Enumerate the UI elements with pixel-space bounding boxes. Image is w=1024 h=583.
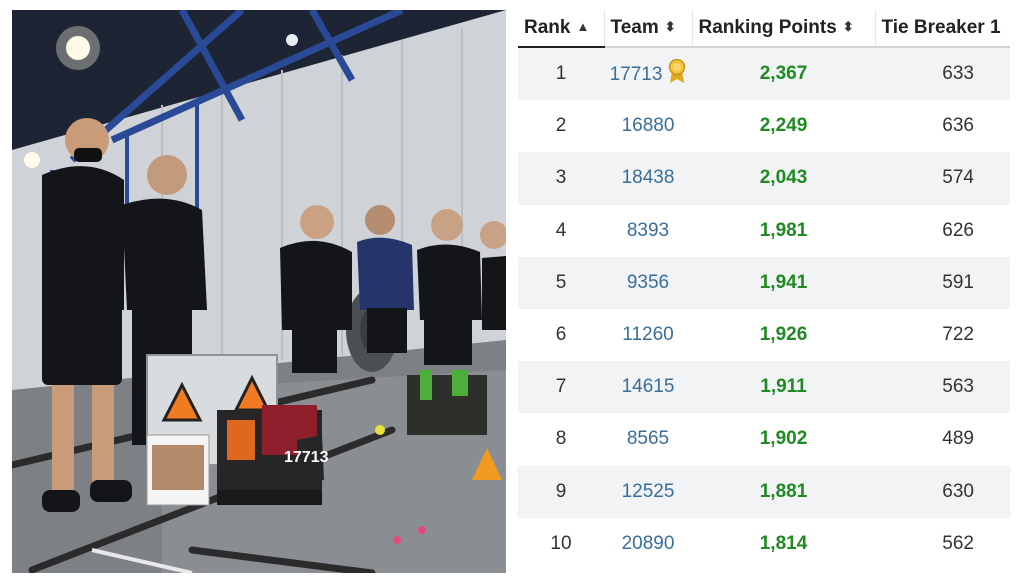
tie-breaker-cell: 591 xyxy=(875,256,1010,309)
tie-breaker-cell: 626 xyxy=(875,204,1010,257)
sort-toggle-icon: ⬍ xyxy=(842,19,854,34)
table-body: 1 17713 2,367 633 2 16880 2,249 636 3 18… xyxy=(518,47,1010,570)
team-link[interactable]: 18438 xyxy=(621,167,675,189)
sort-ascending-icon: ▲ xyxy=(576,19,590,34)
team-cell: 9356 xyxy=(604,256,692,309)
tie-breaker-cell: 489 xyxy=(875,413,1010,466)
rank-cell: 2 xyxy=(518,100,604,153)
team-cell: 17713 xyxy=(604,47,692,101)
team-cell: 20890 xyxy=(604,517,692,570)
team-link[interactable]: 17713 xyxy=(609,64,663,86)
table-row: 1 17713 2,367 633 xyxy=(518,47,1010,101)
ranking-points-cell: 2,367 xyxy=(692,47,875,101)
team-link[interactable]: 9356 xyxy=(626,271,670,293)
team-cell: 12525 xyxy=(604,465,692,518)
column-header-label: Team xyxy=(610,17,659,38)
column-header-label: Tie Breaker 1 xyxy=(881,17,1001,38)
team-link[interactable]: 20890 xyxy=(621,532,675,554)
rank-cell: 1 xyxy=(518,47,604,101)
team-link[interactable]: 8565 xyxy=(626,428,670,450)
table-row: 9 12525 1,881 630 xyxy=(518,465,1010,518)
rank-cell: 5 xyxy=(518,256,604,309)
ranking-points-cell: 1,814 xyxy=(692,517,875,570)
tie-breaker-cell: 636 xyxy=(875,100,1010,153)
team-link[interactable]: 11260 xyxy=(622,324,674,346)
ranking-points-cell: 1,881 xyxy=(692,465,875,518)
column-header-tie-breaker[interactable]: Tie Breaker 1 xyxy=(875,10,1010,48)
rankings-table-container: Rank ▲ Team ⬍ Ranking Points ⬍ Tie Breaker … xyxy=(518,10,1010,573)
rank-cell: 7 xyxy=(518,361,604,414)
competition-photo: 17713 xyxy=(12,10,506,573)
ranking-points-cell: 1,911 xyxy=(692,361,875,414)
column-header-rank[interactable]: Rank ▲ xyxy=(518,10,605,48)
table-row: 7 14615 1,911 563 xyxy=(518,361,1010,414)
team-link[interactable]: 12525 xyxy=(621,480,675,502)
rank-cell: 3 xyxy=(518,152,604,205)
rank-cell: 4 xyxy=(518,204,604,257)
award-ribbon-icon xyxy=(668,58,686,89)
table-row: 8 8565 1,902 489 xyxy=(518,413,1010,466)
table-row: 5 9356 1,941 591 xyxy=(518,256,1010,309)
rank-cell: 10 xyxy=(518,517,604,570)
svg-text:17713: 17713 xyxy=(284,449,329,466)
rank-cell: 6 xyxy=(518,308,604,362)
sort-toggle-icon: ⬍ xyxy=(664,19,676,34)
table-row: 2 16880 2,249 636 xyxy=(518,100,1010,153)
tie-breaker-cell: 574 xyxy=(875,152,1010,205)
team-link[interactable]: 8393 xyxy=(626,219,670,241)
table-row: 6 11260 1,926 722 xyxy=(518,308,1010,362)
column-header-label: Rank xyxy=(524,17,571,38)
team-cell: 16880 xyxy=(604,100,692,153)
team-cell: 14615 xyxy=(604,361,692,414)
team-cell: 18438 xyxy=(604,152,692,205)
tie-breaker-cell: 562 xyxy=(875,517,1010,570)
rank-cell: 9 xyxy=(518,465,604,518)
column-header-team[interactable]: Team ⬍ xyxy=(604,10,693,48)
column-header-label: Ranking Points xyxy=(698,17,837,38)
ranking-points-cell: 2,043 xyxy=(692,152,875,205)
tie-breaker-cell: 630 xyxy=(875,465,1010,518)
team-link[interactable]: 16880 xyxy=(621,115,675,137)
ranking-points-cell: 1,981 xyxy=(692,204,875,257)
table-row: 4 8393 1,981 626 xyxy=(518,204,1010,257)
tie-breaker-cell: 563 xyxy=(875,361,1010,414)
ranking-points-cell: 1,926 xyxy=(692,308,875,362)
rankings-table: Rank ▲ Team ⬍ Ranking Points ⬍ Tie Breaker … xyxy=(518,10,1010,570)
table-row: 10 20890 1,814 562 xyxy=(518,517,1010,570)
ranking-points-cell: 1,902 xyxy=(692,413,875,466)
ranking-points-cell: 2,249 xyxy=(692,100,875,153)
tie-breaker-cell: 633 xyxy=(875,47,1010,101)
robot-number-label: 17713 xyxy=(284,449,329,466)
team-cell: 11260 xyxy=(604,308,692,362)
table-row: 3 18438 2,043 574 xyxy=(518,152,1010,205)
team-cell: 8393 xyxy=(604,204,692,257)
rank-cell: 8 xyxy=(518,413,604,466)
tie-breaker-cell: 722 xyxy=(875,308,1010,362)
team-cell: 8565 xyxy=(604,413,692,466)
ranking-points-cell: 1,941 xyxy=(692,256,875,309)
column-header-ranking-points[interactable]: Ranking Points ⬍ xyxy=(692,10,876,48)
table-header: Rank ▲ Team ⬍ Ranking Points ⬍ Tie Breaker … xyxy=(518,10,1010,48)
team-link[interactable]: 14615 xyxy=(621,376,675,398)
